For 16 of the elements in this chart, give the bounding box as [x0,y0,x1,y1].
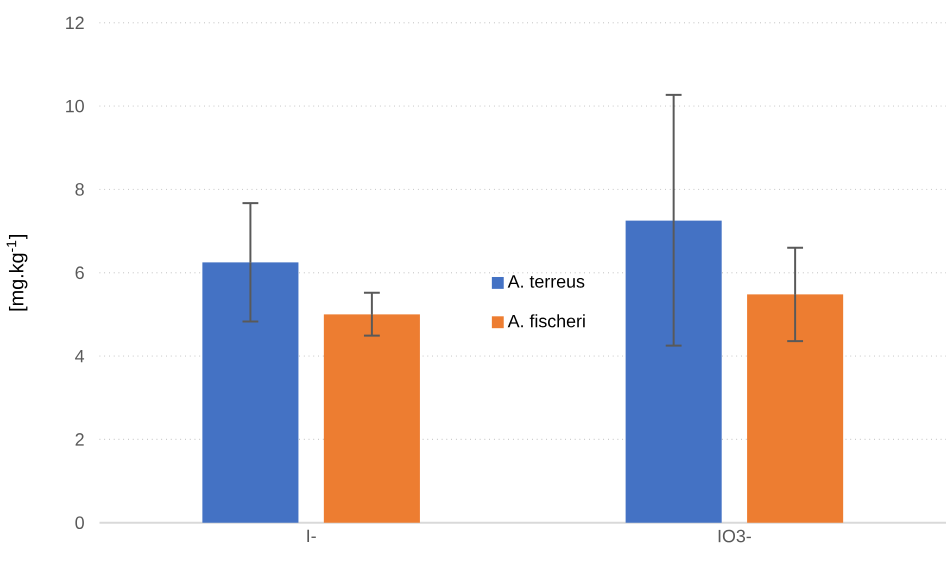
bar [626,220,722,523]
x-tick-label: IO3- [718,530,751,542]
y-tick-label: 8 [75,182,84,196]
bar [747,294,844,523]
y-tick-label: 0 [75,516,84,529]
y-tick-label: 6 [76,266,84,279]
y-axis-title: [mg.kg$^{-1}$] [6,234,28,310]
y-tick-label: 10 [66,100,84,112]
y-tick-label: 4 [75,350,84,362]
x-tick-label: I- [307,530,316,542]
y-tick-label: 2 [76,433,84,446]
legend-label: A. terreus [508,275,584,288]
legend-label: A. fischeri [508,314,585,328]
bar [324,314,420,523]
bar [202,262,298,523]
y-tick-label: 12 [66,16,84,29]
